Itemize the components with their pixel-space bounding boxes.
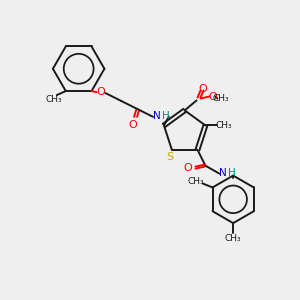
Text: O: O (183, 163, 192, 172)
Text: O: O (96, 87, 105, 97)
Text: N: N (153, 111, 161, 121)
Text: CH₃: CH₃ (212, 94, 229, 103)
Text: H: H (162, 111, 169, 121)
Text: CH₃: CH₃ (225, 235, 242, 244)
Text: O: O (129, 120, 137, 130)
Text: H: H (228, 168, 236, 178)
Text: CH₃: CH₃ (188, 177, 204, 186)
Text: O: O (208, 92, 217, 101)
Text: N: N (219, 168, 227, 178)
Text: CH₃: CH₃ (216, 121, 232, 130)
Text: S: S (166, 152, 173, 162)
Text: O: O (198, 84, 207, 94)
Text: CH₃: CH₃ (46, 95, 62, 104)
